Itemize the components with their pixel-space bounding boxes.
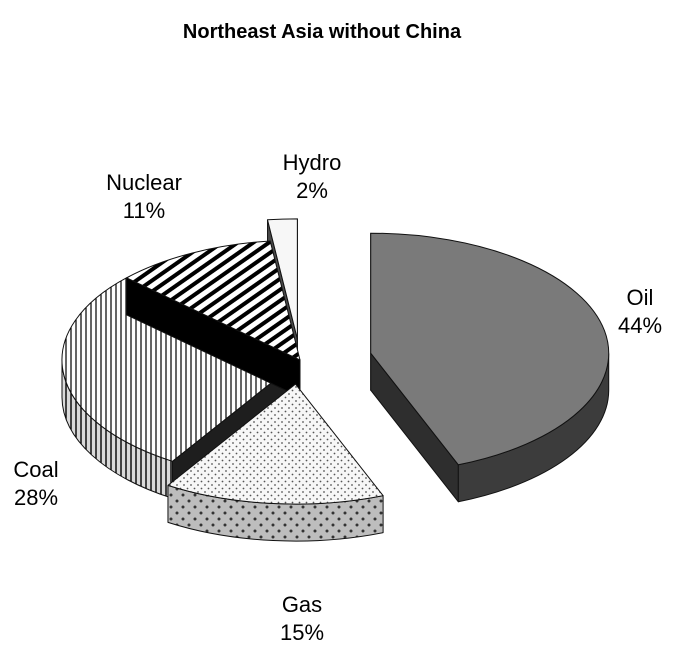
pie-slices	[61, 218, 610, 542]
label-coal-name: Coal	[13, 457, 58, 482]
slice-nuclear-top	[126, 240, 301, 361]
label-gas-value: 15%	[280, 620, 324, 645]
chart-title: Northeast Asia without China	[183, 21, 462, 43]
slice-nuclear	[126, 240, 301, 398]
label-hydro-value: 2%	[296, 178, 328, 203]
label-oil-value: 44%	[618, 313, 662, 338]
slice-gas	[167, 383, 384, 542]
pie-labels: Oil 44% Gas 15% Coal 28% Nuclear 11% Hydro 2%	[13, 150, 662, 645]
slice-hydro-top	[267, 218, 298, 340]
label-oil: Oil 44%	[618, 285, 662, 338]
label-nuclear-name: Nuclear	[106, 170, 182, 195]
label-gas-name: Gas	[282, 592, 322, 617]
label-gas: Gas 15%	[280, 592, 324, 645]
label-hydro: Hydro 2%	[283, 150, 342, 203]
slice-oil	[370, 232, 610, 503]
label-coal-value: 28%	[14, 485, 58, 510]
slice-oil-top	[370, 232, 610, 466]
label-nuclear: Nuclear 11%	[106, 170, 182, 223]
label-nuclear-value: 11%	[123, 198, 165, 223]
label-coal: Coal 28%	[13, 457, 58, 510]
label-hydro-name: Hydro	[283, 150, 342, 175]
slice-gas-top	[167, 383, 384, 505]
slice-coal-top	[61, 277, 301, 462]
label-oil-name: Oil	[627, 285, 654, 310]
